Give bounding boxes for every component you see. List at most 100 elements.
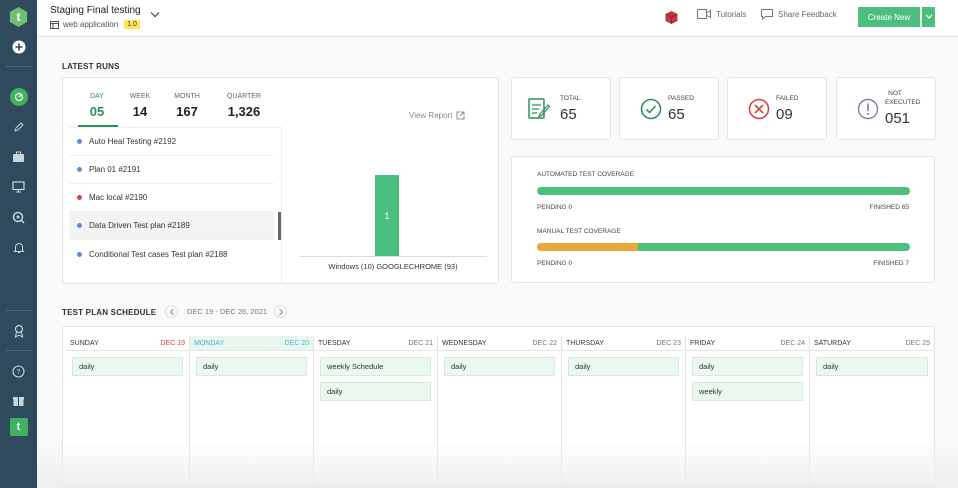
day-header: THURSDAY DEC 23 — [562, 336, 685, 351]
create-new-dropdown[interactable] — [921, 7, 935, 27]
project-title[interactable]: Staging Final testing — [50, 5, 141, 16]
run-list-item-selected[interactable]: Data Driven Test plan #2189 — [69, 212, 274, 240]
feedback-icon — [761, 9, 773, 20]
schedule-chip[interactable]: daily — [568, 357, 679, 376]
run-status-dot — [77, 167, 82, 172]
schedule-chip[interactable]: daily — [320, 382, 431, 401]
run-list-item[interactable]: Plan 01 #2191 — [69, 156, 274, 184]
day-header: FRIDAY DEC 24 — [686, 336, 809, 351]
day-header: TUESDAY DEC 21 — [314, 336, 437, 351]
tab-month-label: MONTH — [174, 93, 200, 100]
chart-divider — [281, 127, 282, 284]
day-date: DEC 19 — [160, 339, 185, 347]
run-name: Data Driven Test plan #2189 — [89, 221, 190, 230]
stat-failed-value: 09 — [776, 106, 793, 123]
stat-failed-card[interactable]: FAILED 09 — [727, 77, 827, 140]
run-list-item[interactable]: Auto Heal Testing #2192 — [69, 128, 274, 156]
stat-not-executed-label: NOT EXECUTED — [885, 89, 921, 107]
schedule-chip[interactable]: daily — [72, 357, 183, 376]
day-date: DEC 23 — [656, 339, 681, 347]
share-feedback-button[interactable]: Share Feedback — [761, 9, 837, 20]
run-status-dot — [77, 251, 82, 257]
stat-total-label: TOTAL — [560, 95, 581, 102]
video-icon — [697, 9, 711, 19]
day-date: DEC 20 — [284, 339, 309, 347]
manual-coverage-pending-fill — [537, 243, 638, 251]
bell-icon[interactable] — [0, 236, 37, 258]
schedule-chip[interactable]: daily — [816, 357, 928, 376]
run-chart-bar[interactable]: 1 — [375, 175, 399, 256]
gift-icon[interactable] — [0, 389, 37, 411]
dashboard-icon[interactable] — [0, 86, 37, 108]
stat-total-card[interactable]: TOTAL 65 — [511, 77, 611, 140]
schedule-chip[interactable]: daily — [692, 357, 803, 376]
rail-divider — [6, 350, 31, 351]
settings-search-icon[interactable] — [0, 206, 37, 228]
stat-failed-label: FAILED — [776, 95, 799, 102]
day-name: SUNDAY — [70, 339, 99, 347]
project-switch-chevron-icon[interactable] — [150, 10, 160, 20]
day-column-monday: MONDAY DEC 20 daily — [190, 336, 314, 488]
tab-quarter-value: 1,326 — [227, 104, 261, 119]
run-list-item[interactable]: Conditional Test cases Test plan #2188 — [69, 240, 274, 268]
x-circle-icon — [748, 98, 770, 120]
external-link-icon — [456, 111, 465, 120]
run-list-item[interactable]: Mac local #2190 — [69, 184, 274, 212]
day-name: SATURDAY — [814, 339, 852, 347]
day-header: MONDAY DEC 20 — [190, 336, 313, 351]
tab-day[interactable]: DAY 05 — [77, 93, 117, 119]
day-name: TUESDAY — [318, 339, 351, 347]
app-switch-icon[interactable]: t — [0, 416, 37, 438]
run-name: Plan 01 #2191 — [89, 165, 141, 174]
pencil-icon[interactable] — [0, 116, 37, 138]
automated-coverage-title: AUTOMATED TEST COVERAGE — [537, 171, 635, 178]
browser-window-icon — [50, 20, 59, 29]
tab-month[interactable]: MONTH 167 — [164, 93, 210, 119]
version-badge: 1.0 — [124, 20, 140, 29]
stat-passed-card[interactable]: PASSED 65 — [619, 77, 719, 140]
tutorials-button[interactable]: Tutorials — [697, 9, 746, 19]
view-report-link[interactable]: View Report — [409, 111, 465, 120]
tab-day-label: DAY — [90, 93, 104, 100]
automated-finished: FINISHED 65 — [869, 204, 909, 211]
briefcase-icon[interactable] — [0, 146, 37, 168]
schedule-prev-button[interactable] — [165, 305, 178, 318]
automated-coverage-bar[interactable] — [537, 187, 910, 195]
stat-not-executed-label-line2: EXECUTED — [885, 99, 921, 106]
schedule-chip[interactable]: weekly — [692, 382, 803, 401]
stat-not-executed-card[interactable]: NOT EXECUTED 051 — [836, 77, 936, 140]
schedule-chip[interactable]: weekly Schedule — [320, 357, 431, 376]
run-status-dot — [77, 195, 82, 200]
exclamation-circle-icon — [857, 98, 879, 120]
project-type: web application — [63, 20, 119, 29]
help-icon[interactable]: ? — [0, 360, 37, 382]
tab-quarter-label: QUARTER — [226, 93, 262, 100]
monitor-icon[interactable] — [0, 176, 37, 198]
manual-coverage-title: MANUAL TEST COVERAGE — [537, 228, 621, 235]
day-column-friday: FRIDAY DEC 24 daily weekly — [686, 336, 810, 488]
schedule-chip[interactable]: daily — [196, 357, 307, 376]
rail-divider — [6, 310, 31, 311]
latest-runs-title: LATEST RUNS — [62, 62, 120, 71]
add-icon[interactable] — [0, 36, 37, 58]
run-name: Conditional Test cases Test plan #2188 — [89, 249, 228, 259]
stat-passed-label: PASSED — [668, 95, 694, 102]
create-new-button[interactable]: Create New — [858, 7, 920, 27]
manual-coverage-bar[interactable] — [537, 243, 910, 251]
tab-week-label: WEEK — [129, 93, 151, 100]
clipboard-list-icon — [528, 98, 550, 119]
badge-icon[interactable] — [0, 320, 37, 342]
cube-icon[interactable] — [664, 10, 679, 25]
tab-quarter[interactable]: QUARTER 1,326 — [218, 93, 270, 119]
view-report-label: View Report — [409, 111, 453, 120]
share-feedback-label: Share Feedback — [778, 10, 837, 19]
tab-week[interactable]: WEEK 14 — [120, 93, 160, 119]
stat-not-executed-label-line1: NOT — [888, 90, 902, 97]
schedule-chip[interactable]: daily — [444, 357, 555, 376]
chevron-left-icon — [169, 308, 174, 315]
schedule-next-button[interactable] — [274, 305, 287, 318]
app-logo[interactable]: t — [0, 6, 37, 28]
day-column-sunday: SUNDAY DEC 19 daily — [66, 336, 190, 488]
run-status-dot — [77, 223, 82, 228]
day-name: THURSDAY — [566, 339, 604, 347]
